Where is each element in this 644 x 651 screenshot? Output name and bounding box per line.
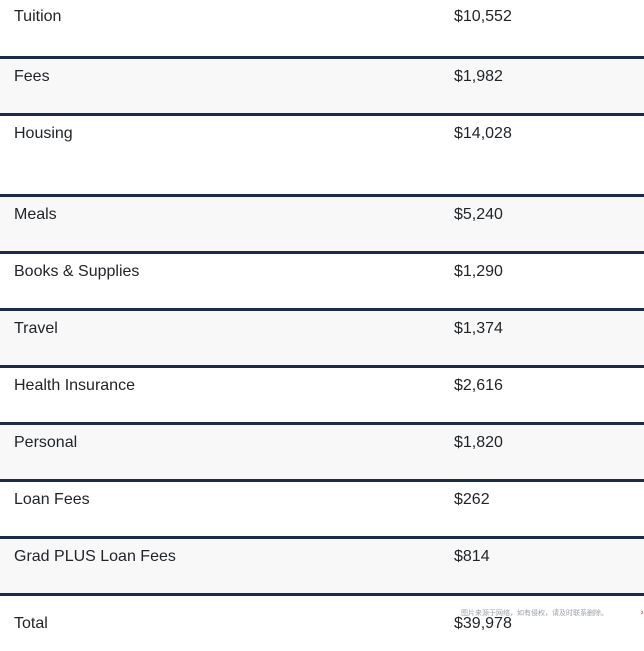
row-value: $1,982 — [454, 67, 503, 85]
row-value: $5,240 — [454, 205, 503, 223]
table-row: Loan Fees $262 — [0, 480, 644, 537]
row-value: $1,374 — [454, 319, 503, 337]
row-label: Books & Supplies — [14, 262, 140, 280]
row-value: $814 — [454, 547, 490, 565]
table-row: Grad PLUS Loan Fees $814 — [0, 537, 644, 594]
table-row: Tuition $10,552 — [0, 0, 644, 57]
corner-mark: › — [640, 608, 644, 618]
row-label: Tuition — [14, 8, 62, 25]
row-value: $1,820 — [454, 433, 503, 451]
table-row: Meals $5,240 — [0, 195, 644, 252]
row-label: Grad PLUS Loan Fees — [14, 547, 176, 565]
watermark-text: 图片来源于网络，如有侵权，请及时联系删除。 — [461, 609, 608, 617]
row-label: Personal — [14, 433, 78, 451]
row-label: Housing — [14, 124, 73, 142]
table-row: Travel $1,374 — [0, 309, 644, 366]
table-row: Books & Supplies $1,290 — [0, 252, 644, 309]
table-row: Personal $1,820 — [0, 423, 644, 480]
table-row: Fees $1,982 — [0, 57, 644, 114]
total-label: Total — [14, 614, 48, 632]
table-row: Housing $14,028 — [0, 114, 644, 195]
total-row: Total $39,978 — [0, 594, 644, 651]
row-value: $14,028 — [454, 124, 512, 142]
row-label: Meals — [14, 205, 57, 223]
row-label: Fees — [14, 67, 50, 85]
row-label: Loan Fees — [14, 490, 90, 508]
table-row: Health Insurance $2,616 — [0, 366, 644, 423]
row-value: $1,290 — [454, 262, 503, 280]
row-label: Health Insurance — [14, 376, 135, 394]
row-value: $262 — [454, 490, 490, 508]
row-label: Travel — [14, 319, 58, 337]
row-value: $2,616 — [454, 376, 503, 394]
total-value: $39,978 — [454, 614, 512, 632]
row-value: $10,552 — [454, 8, 512, 25]
